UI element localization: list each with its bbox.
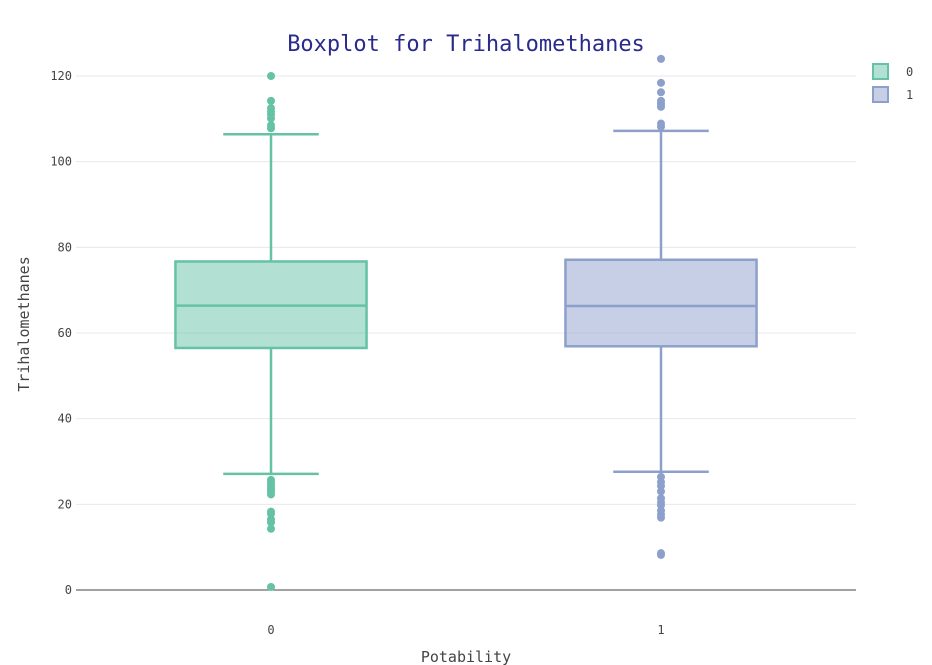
outlier-point	[657, 102, 665, 111]
chart-title: Boxplot for Trihalomethanes	[287, 32, 645, 57]
outlier-point	[657, 122, 665, 131]
outlier-point	[267, 507, 275, 516]
y-tick-labels: 0 20 40 60 80 100 120	[50, 69, 72, 597]
box-traces	[174, 54, 758, 592]
x-axis-title: Potability	[421, 648, 511, 665]
outlier-point	[657, 506, 665, 515]
box-trace-1	[564, 54, 758, 559]
outlier-point	[267, 583, 275, 592]
outlier-point	[267, 124, 275, 133]
legend-item-0[interactable]: 0	[872, 63, 913, 80]
legend-label: 0	[906, 65, 913, 79]
outlier-point	[657, 54, 665, 63]
y-tick-label: 80	[58, 240, 72, 254]
legend-item-1[interactable]: 1	[872, 86, 913, 103]
outlier-point	[267, 114, 275, 123]
legend[interactable]: 01	[872, 63, 913, 103]
legend-label: 1	[906, 88, 913, 102]
y-tick-label: 100	[50, 155, 72, 169]
y-tick-label: 120	[50, 69, 72, 83]
box-iqr	[564, 258, 758, 348]
outlier-point	[657, 78, 665, 87]
outlier-point	[267, 515, 275, 524]
outlier-point	[657, 88, 665, 97]
y-tick-label: 0	[65, 583, 72, 597]
legend-swatch	[872, 63, 889, 80]
y-tick-label: 60	[58, 326, 72, 340]
outlier-point	[267, 72, 275, 80]
x-tick-label: 1	[657, 623, 664, 637]
outlier-point	[657, 487, 665, 496]
y-axis-title: Trihalomethanes	[15, 256, 33, 391]
outlier-point	[267, 96, 275, 105]
outlier-point	[267, 475, 275, 484]
legend-swatch	[872, 86, 889, 103]
y-tick-label: 40	[58, 412, 72, 426]
outlier-point	[657, 494, 665, 503]
outlier-point	[267, 524, 275, 533]
outlier-point	[657, 472, 665, 481]
x-tick-label: 0	[267, 623, 274, 637]
box-trace-0	[174, 72, 368, 592]
y-tick-label: 20	[58, 497, 72, 511]
outlier-point	[657, 549, 665, 558]
